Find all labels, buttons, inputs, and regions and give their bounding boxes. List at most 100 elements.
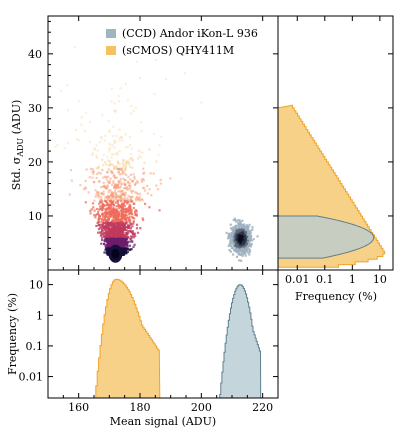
scmos-point bbox=[105, 175, 108, 178]
scmos-point bbox=[103, 139, 106, 142]
ccd-point bbox=[242, 243, 245, 246]
ccd-point bbox=[237, 233, 240, 236]
scmos-point bbox=[124, 198, 127, 201]
scmos-point bbox=[93, 147, 96, 150]
scmos-point bbox=[118, 128, 121, 131]
ccd-point bbox=[238, 244, 241, 247]
scmos-point bbox=[133, 232, 136, 235]
ccd-point bbox=[237, 252, 240, 255]
scmos-point bbox=[169, 177, 172, 180]
scmos-point bbox=[128, 215, 131, 218]
ccd-point bbox=[248, 242, 251, 245]
scmos-point bbox=[140, 130, 143, 133]
scmos-point bbox=[100, 221, 103, 224]
scmos-point bbox=[157, 153, 160, 156]
ccd-point bbox=[240, 240, 243, 243]
scmos-point bbox=[100, 201, 103, 204]
scmos-point bbox=[91, 202, 95, 205]
scmos-point bbox=[66, 109, 69, 112]
scmos-point bbox=[95, 224, 98, 228]
scmos-point bbox=[129, 185, 132, 188]
scmos-point bbox=[102, 190, 105, 193]
scmos-point bbox=[95, 156, 98, 159]
scmos-point bbox=[110, 198, 113, 201]
scmos-point bbox=[91, 176, 94, 179]
scmos-point bbox=[95, 193, 98, 196]
scmos-point bbox=[125, 211, 128, 214]
scmos-point bbox=[141, 198, 144, 202]
ccd-point bbox=[240, 231, 243, 234]
ccd-point bbox=[248, 250, 251, 253]
scmos-point bbox=[116, 151, 119, 154]
scmos-point bbox=[139, 156, 142, 159]
scmos-point bbox=[113, 173, 116, 177]
scmos-point bbox=[125, 200, 128, 203]
ccd-point bbox=[237, 227, 240, 230]
scmos-point bbox=[124, 146, 127, 149]
scmos-point bbox=[141, 217, 144, 220]
scmos-point bbox=[117, 171, 120, 174]
scmos-point bbox=[108, 130, 111, 133]
scmos-point bbox=[107, 204, 111, 208]
scmos-point bbox=[121, 232, 125, 235]
scmos-point bbox=[110, 87, 113, 90]
scmos-point bbox=[127, 160, 130, 163]
scmos-point bbox=[118, 163, 121, 166]
scmos-point bbox=[110, 183, 113, 186]
scmos-point bbox=[117, 211, 120, 214]
scmos-point bbox=[142, 172, 145, 175]
legend: (CCD) Andor iKon-L 936 (sCMOS) QHY411M bbox=[106, 27, 258, 57]
ccd-point bbox=[229, 243, 232, 246]
bottom-histograms bbox=[84, 278, 262, 398]
scmos-point bbox=[120, 136, 123, 139]
scmos-point bbox=[125, 252, 128, 255]
scmos-point bbox=[135, 199, 138, 202]
scmos-point bbox=[124, 168, 127, 171]
scmos-point bbox=[115, 199, 118, 202]
scmos-point bbox=[112, 181, 115, 184]
scmos-point bbox=[102, 193, 105, 196]
scmos-point bbox=[103, 243, 106, 246]
scmos-point bbox=[117, 95, 120, 98]
ccd-point bbox=[240, 249, 243, 252]
ccd-point bbox=[232, 244, 235, 247]
ccd-point bbox=[241, 245, 244, 248]
scmos-point bbox=[84, 179, 87, 182]
scmos-point bbox=[183, 72, 186, 75]
scmos-point bbox=[135, 180, 139, 183]
scmos-point bbox=[124, 232, 127, 235]
ccd-point bbox=[249, 229, 252, 232]
scmos-point bbox=[126, 202, 129, 205]
scmos-point bbox=[120, 167, 123, 171]
scmos-point bbox=[122, 163, 125, 166]
ccd-point bbox=[242, 239, 246, 242]
scmos-point bbox=[108, 150, 111, 153]
scmos-point bbox=[96, 194, 99, 197]
scmos-point bbox=[109, 189, 112, 192]
scmos-point bbox=[122, 230, 125, 233]
ccd-point bbox=[248, 223, 251, 226]
scmos-point bbox=[153, 93, 156, 96]
scmos-point bbox=[148, 148, 151, 151]
scmos-point bbox=[137, 157, 140, 160]
scmos-point bbox=[96, 172, 99, 176]
scmos-point bbox=[129, 196, 132, 199]
scmos-point bbox=[101, 236, 104, 239]
scmos-point bbox=[124, 165, 127, 168]
scmos-point bbox=[133, 210, 137, 213]
ccd-point bbox=[240, 222, 243, 225]
scmos-point bbox=[106, 175, 110, 178]
scmos-point bbox=[134, 209, 138, 212]
scmos-point bbox=[121, 161, 124, 164]
scmos-point bbox=[125, 232, 128, 236]
scmos-point bbox=[127, 184, 130, 187]
scmos-point bbox=[124, 193, 127, 196]
scmos-point bbox=[112, 221, 115, 224]
scmos-point bbox=[135, 214, 138, 217]
scmos-point bbox=[121, 193, 124, 196]
scmos-point bbox=[105, 204, 108, 207]
scmos-point bbox=[131, 240, 134, 243]
scmos-point bbox=[126, 99, 129, 102]
scmos-point bbox=[103, 219, 106, 222]
scmos-point bbox=[131, 215, 134, 218]
